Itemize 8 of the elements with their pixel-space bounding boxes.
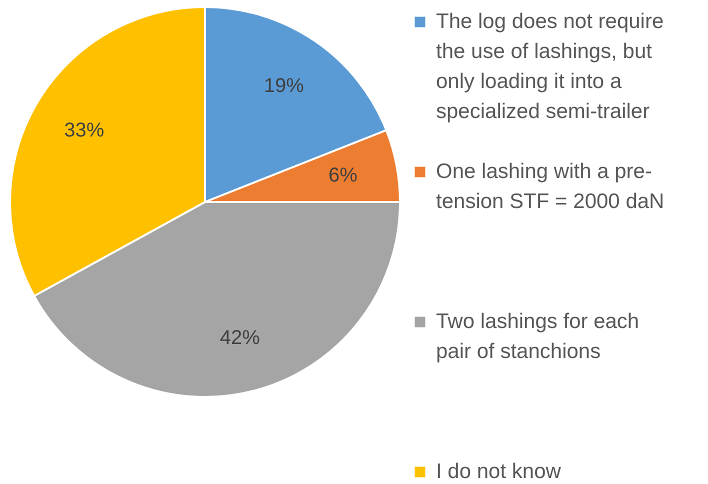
legend-label: The log does not require the use of lashings, but only loading it into a specialized semi-trailer (436, 10, 664, 123)
data-label: 33% (64, 120, 104, 142)
legend-label: Two lashings for each pair of stanchions (436, 310, 640, 363)
data-label: 42% (220, 326, 260, 349)
legend-label: I do not know (436, 460, 562, 483)
legend-label: One lashing with a pre-tension STF = 2000 daN (436, 160, 664, 213)
data-label: 19% (264, 74, 304, 97)
data-label: 6% (328, 164, 358, 187)
